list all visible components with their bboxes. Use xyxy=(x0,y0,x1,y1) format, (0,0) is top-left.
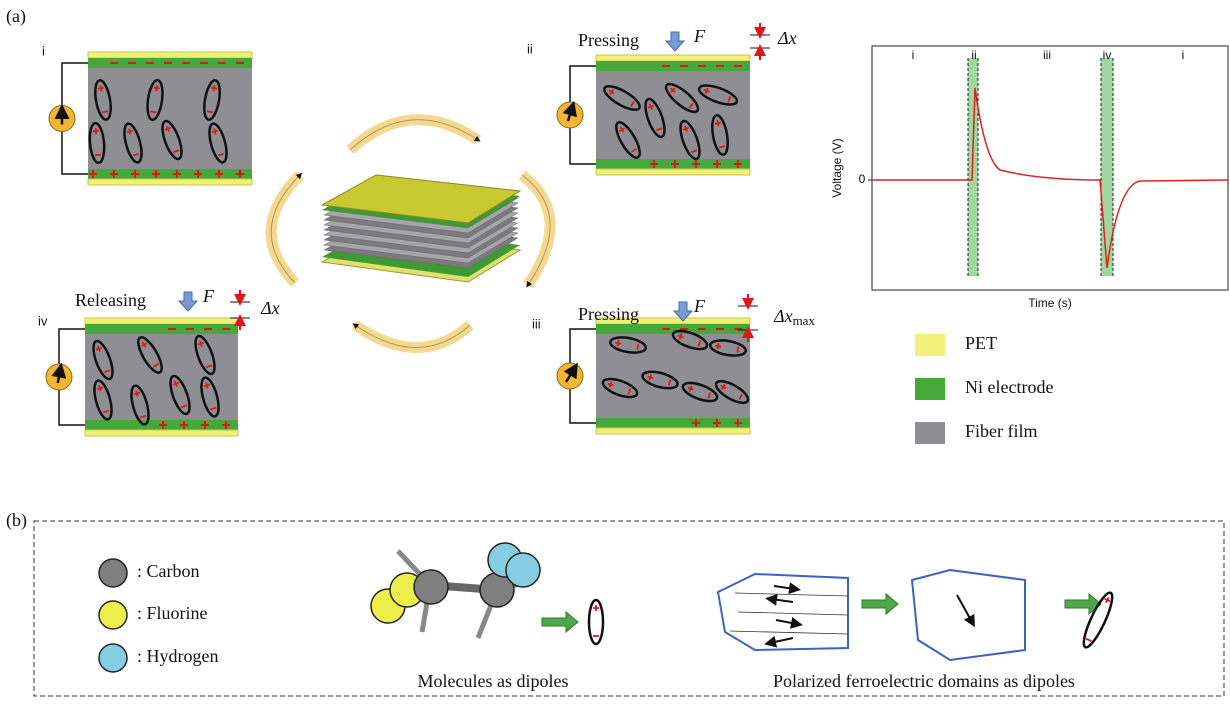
minus xyxy=(737,347,738,353)
force-arrow xyxy=(179,292,197,311)
panel-label: (b) xyxy=(6,510,27,531)
legend-swatch xyxy=(915,334,945,356)
domain-line xyxy=(730,631,848,634)
dipole-ellipse xyxy=(1079,590,1117,650)
state-label: iv xyxy=(38,313,48,328)
phase: iv xyxy=(1103,48,1112,62)
figure: (a) i ii iii iv Pressing F Δx Pressing F… xyxy=(0,0,1230,704)
atom-key xyxy=(99,559,127,587)
fiber-film xyxy=(85,334,238,420)
plus xyxy=(717,120,718,126)
force: F xyxy=(693,296,706,316)
plus xyxy=(214,85,215,91)
pet xyxy=(85,318,238,324)
domain-arrow xyxy=(771,599,793,602)
state-label: iii xyxy=(532,316,541,331)
atom xyxy=(506,553,540,587)
minus xyxy=(637,344,638,350)
cycle-arrow xyxy=(355,325,470,348)
force: F xyxy=(202,286,215,306)
fiber-film xyxy=(596,334,750,418)
minus xyxy=(150,111,156,112)
pet xyxy=(88,52,252,58)
plus xyxy=(1106,597,1109,602)
plus xyxy=(96,128,97,134)
electrode xyxy=(596,61,750,71)
legend-text: Ni electrode xyxy=(965,377,1053,397)
displacement: Δxmax xyxy=(773,306,815,328)
domain-line xyxy=(738,612,848,615)
state-label: ii xyxy=(527,41,533,56)
atom-text: : Carbon xyxy=(137,561,200,581)
domain-line xyxy=(735,593,848,596)
displacement-main: Δx xyxy=(773,306,793,326)
plus xyxy=(100,85,101,91)
phase: i xyxy=(1182,48,1185,62)
domain-arrow xyxy=(774,586,795,589)
x-label: Time (s) xyxy=(1028,296,1072,310)
voltage-trace xyxy=(872,88,1228,268)
domain xyxy=(718,574,848,650)
displacement: Δx xyxy=(777,28,797,48)
phase: iii xyxy=(1043,48,1051,62)
pet xyxy=(596,55,750,61)
atom-key xyxy=(99,601,127,629)
force-arrow xyxy=(666,32,684,51)
legend-text: Fiber film xyxy=(965,421,1038,441)
pet xyxy=(85,430,238,436)
displacement: Δx xyxy=(260,298,280,318)
cycle-arrow xyxy=(522,175,550,285)
legend-text: PET xyxy=(965,333,997,353)
y-label: Voltage (V) xyxy=(830,138,844,197)
domain-arrow xyxy=(776,620,797,624)
panel-b-frame xyxy=(34,521,1224,696)
panel-label: (a) xyxy=(6,6,26,27)
minus xyxy=(102,111,108,112)
action: Pressing xyxy=(578,30,639,50)
pet xyxy=(88,179,252,185)
zero-label: 0 xyxy=(859,172,866,186)
minus xyxy=(95,155,101,156)
page: {"panel_a": {"label": "(a)", "states": [… xyxy=(0,0,1230,704)
atom-text: : Hydrogen xyxy=(137,646,218,666)
legend-swatch xyxy=(915,422,945,444)
caption: Molecules as dipoles xyxy=(418,671,569,691)
caption: Polarized ferroelectric domains as dipol… xyxy=(773,671,1075,691)
pet xyxy=(596,428,750,434)
green-arrow xyxy=(542,612,578,632)
plus xyxy=(615,343,621,344)
electrode xyxy=(85,324,238,334)
legend-swatch xyxy=(915,378,945,400)
state-label: i xyxy=(42,43,45,58)
minus xyxy=(719,146,725,147)
minus xyxy=(1086,639,1091,642)
minus xyxy=(207,111,213,112)
atom-text: : Fluorine xyxy=(137,603,208,623)
atom xyxy=(414,570,448,604)
plot-frame xyxy=(872,46,1228,290)
electrode xyxy=(596,418,750,428)
pet xyxy=(596,169,750,175)
action: Pressing xyxy=(578,304,639,324)
green-arrow xyxy=(862,594,898,614)
dipole xyxy=(589,600,603,644)
dipole xyxy=(1079,590,1117,650)
subscript: max xyxy=(793,313,816,328)
phase: i xyxy=(912,48,915,62)
phase: ii xyxy=(971,48,976,62)
shapes xyxy=(34,23,1228,696)
force: F xyxy=(693,26,706,46)
atom-key xyxy=(99,644,127,672)
plus xyxy=(715,346,721,347)
domain-arrow xyxy=(770,638,793,643)
plus xyxy=(156,85,157,91)
domain-arrow xyxy=(957,595,972,622)
action: Releasing xyxy=(75,290,146,310)
